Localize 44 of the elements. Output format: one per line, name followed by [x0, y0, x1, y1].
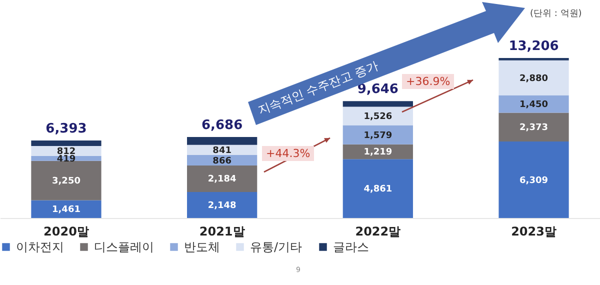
data-label: 1,579 [364, 130, 392, 141]
legend-label: 반도체 [184, 240, 220, 254]
total-label: 6,686 [202, 118, 243, 133]
bar [31, 140, 102, 146]
data-label: 2,148 [208, 200, 236, 211]
annotation: +44.3% [262, 146, 314, 161]
data-label: 2,373 [520, 123, 548, 134]
bar [342, 101, 413, 107]
x-tick-label: 2023말 [511, 224, 556, 238]
total-label: 6,393 [46, 122, 87, 137]
data-label: 1,219 [364, 148, 392, 158]
legend-label: 글라스 [333, 240, 369, 254]
legend-label: 디스플레이 [94, 240, 154, 254]
data-label: 1,461 [52, 205, 80, 216]
data-label: 841 [212, 146, 232, 156]
data-label: 1,526 [364, 112, 392, 122]
bar [187, 166, 258, 192]
bar [31, 200, 102, 218]
data-label: 4,861 [364, 184, 392, 195]
data-label: 6,309 [520, 176, 548, 186]
data-label: 866 [212, 156, 232, 166]
bar [342, 125, 413, 144]
bar [342, 106, 413, 126]
data-label: 2,880 [520, 74, 548, 84]
text: (단위 : 억원) [530, 8, 582, 20]
bar [342, 159, 413, 218]
data-label: 3,250 [52, 176, 80, 187]
data-label: 1,450 [520, 100, 548, 110]
x-tick-label: 2020말 [44, 224, 89, 238]
legend-label: 이차전지 [16, 240, 64, 254]
legend-label: 유통/기타 [250, 240, 302, 254]
bar [498, 60, 569, 96]
bar [498, 95, 569, 113]
bar [498, 112, 569, 142]
x-tick-label: 2022말 [355, 224, 401, 238]
bar [31, 160, 102, 200]
total-label: 13,206 [508, 39, 559, 54]
total-label: 9,646 [357, 82, 398, 98]
bar [187, 192, 258, 218]
data-label: 2,184 [208, 174, 236, 185]
bar [498, 142, 569, 218]
x-tick-label: 2021말 [199, 224, 245, 238]
annotation: +36.9% [402, 74, 454, 89]
bar [187, 136, 258, 145]
